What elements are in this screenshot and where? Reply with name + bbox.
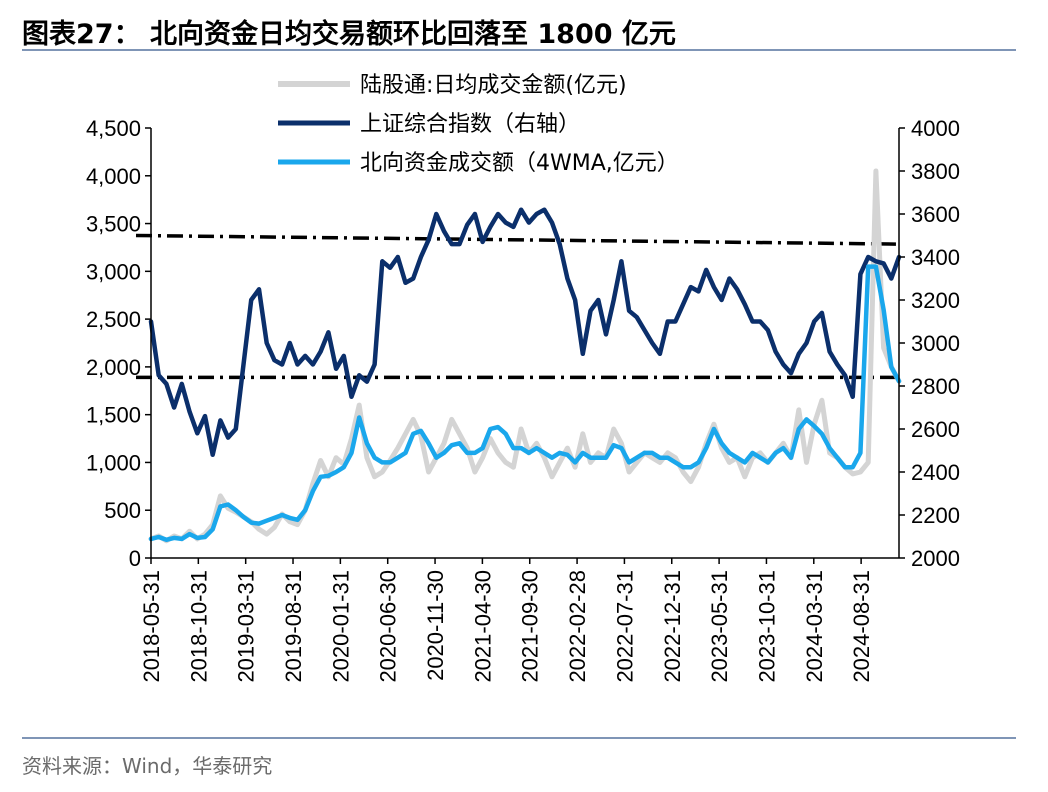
right-tick-label: 3200	[911, 288, 960, 313]
x-tick-label: 2022-12-31	[660, 570, 685, 683]
left-tick-label: 2,000	[86, 355, 141, 380]
page-title: 图表27： 北向资金日均交易额环比回落至 1800 亿元	[22, 19, 676, 50]
right-tick-label: 2400	[911, 460, 960, 485]
right-axis-ticks: 2000 2200 2400 2600 2800 3000 3200 3400 3600 3800…	[899, 116, 960, 571]
left-tick-label: 1,000	[86, 450, 141, 475]
left-tick-label: 4,500	[86, 116, 141, 141]
legend-label: 北向资金成交额（4WMA,亿元）	[360, 151, 679, 176]
right-tick-label: 3600	[911, 202, 960, 227]
right-tick-label: 2000	[911, 546, 960, 571]
legend: 陆股通:日均成交金额(亿元) 上证综合指数（右轴） 北向资金成交额（4WMA,亿元）	[278, 73, 679, 176]
left-tick-label: 500	[104, 498, 141, 523]
title-divider	[22, 49, 1016, 51]
x-tick-label: 2019-08-31	[281, 570, 306, 683]
x-tick-label: 2020-01-31	[328, 570, 353, 683]
right-tick-label: 2600	[911, 417, 960, 442]
x-tick-label: 2021-09-30	[518, 570, 543, 683]
series-line-2	[148, 207, 902, 458]
right-tick-label: 3400	[911, 245, 960, 270]
legend-label: 上证综合指数（右轴）	[360, 112, 580, 137]
series-line-1	[148, 168, 902, 544]
left-tick-label: 2,500	[86, 307, 141, 332]
reference-line	[135, 233, 900, 246]
x-tick-label: 2022-02-28	[565, 570, 590, 683]
legend-label: 陆股通:日均成交金额(亿元)	[360, 73, 627, 98]
left-axis-ticks: 0 500 1,000 1,500 2,000 2,500 3,000 3,500 4,000 4…	[86, 116, 151, 571]
right-tick-label: 3800	[911, 159, 960, 184]
x-tick-label: 2021-04-30	[470, 570, 495, 683]
x-tick-label: 2020-06-30	[376, 570, 401, 683]
series-layer	[148, 168, 902, 544]
right-tick-label: 3000	[911, 331, 960, 356]
right-tick-label: 4000	[911, 116, 960, 141]
left-tick-label: 1,500	[86, 403, 141, 428]
right-tick-label: 2200	[911, 503, 960, 528]
series-line-3	[148, 264, 902, 543]
source-note: 资料来源：Wind，华泰研究	[22, 754, 273, 778]
x-tick-label: 2024-08-31	[849, 570, 874, 683]
axes	[150, 128, 900, 559]
footer-divider	[22, 737, 1016, 739]
x-tick-label: 2022-07-31	[612, 570, 637, 683]
x-tick-label: 2019-03-31	[234, 570, 259, 683]
x-tick-label: 2023-10-31	[754, 570, 779, 683]
right-tick-label: 2800	[911, 374, 960, 399]
left-tick-label: 3,500	[86, 212, 141, 237]
x-tick-label: 2023-05-31	[707, 570, 732, 683]
left-tick-label: 4,000	[86, 164, 141, 189]
x-axis-ticks: 2018-05-31 2018-10-31 2019-03-31 2019-08-31…	[139, 558, 874, 683]
x-tick-label: 2024-03-31	[802, 570, 827, 683]
x-tick-label: 2020-11-30	[423, 570, 448, 681]
x-tick-label: 2018-05-31	[139, 570, 164, 683]
x-tick-label: 2018-10-31	[186, 570, 211, 683]
left-tick-label: 0	[129, 546, 141, 571]
reference-lines	[135, 233, 900, 380]
left-tick-label: 3,000	[86, 259, 141, 284]
